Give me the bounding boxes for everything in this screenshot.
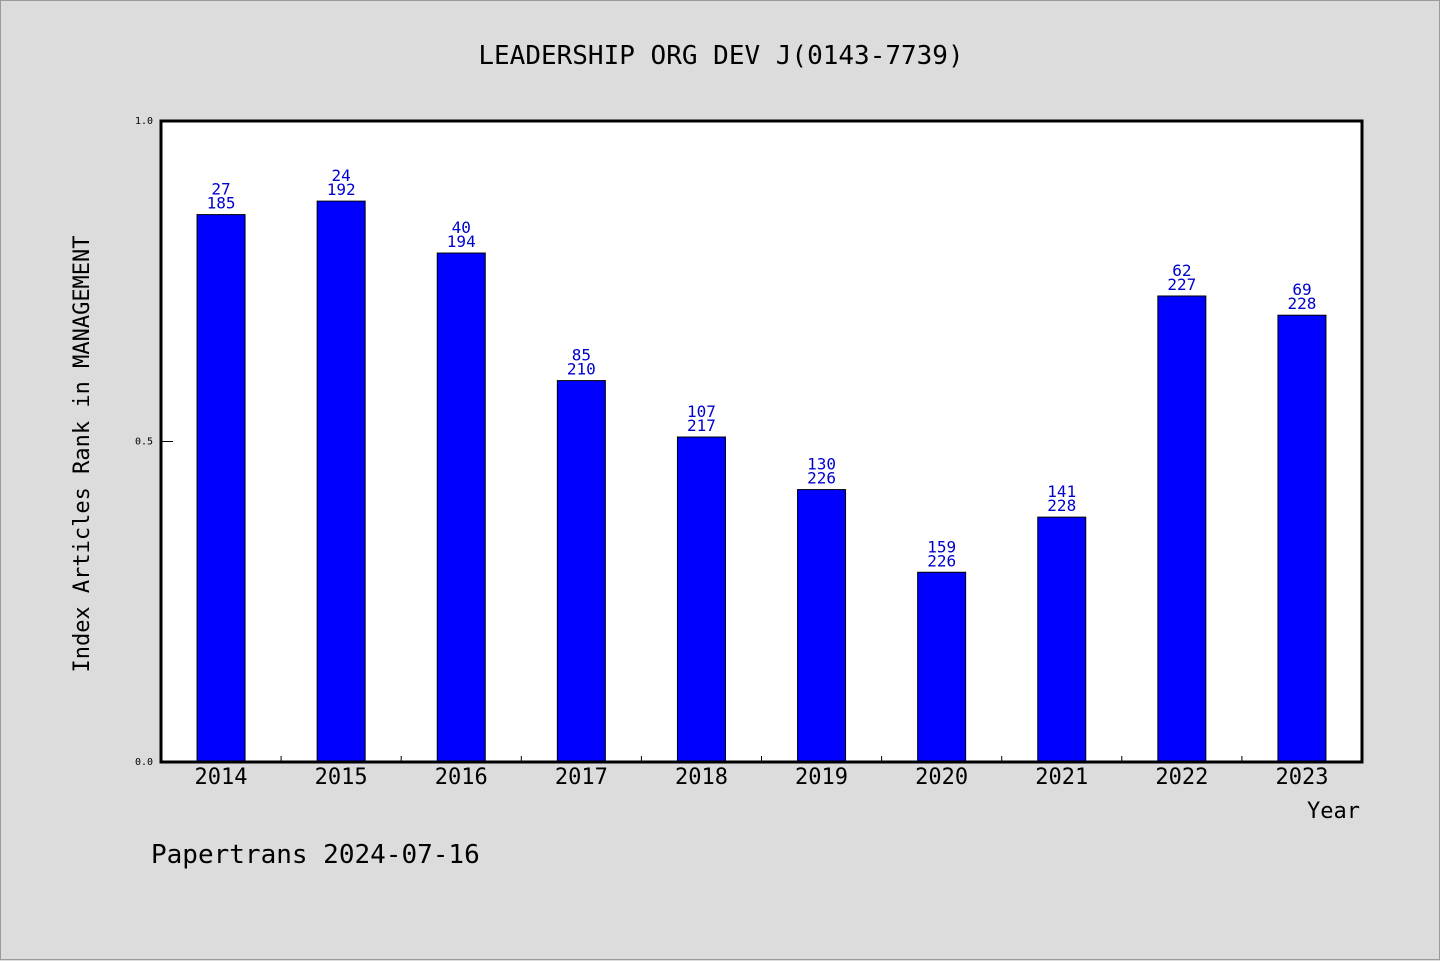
chart-title: LEADERSHIP ORG DEV J(0143-7739) [478, 41, 963, 71]
bars-layer [196, 200, 1327, 763]
total-label-2015: 192 [327, 180, 356, 199]
rank-label-2015: 24 [332, 166, 351, 185]
bar-2016 [436, 252, 486, 763]
total-label-2022: 227 [1167, 275, 1196, 294]
x-tick-label-2019: 2019 [795, 765, 848, 790]
rank-label-2020: 159 [927, 537, 956, 556]
rank-label-2017: 85 [572, 346, 591, 365]
total-label-2018: 217 [687, 416, 716, 435]
x-tick-label-2020: 2020 [915, 765, 968, 790]
x-tick-label-2017: 2017 [555, 765, 608, 790]
bar-2021 [1037, 516, 1087, 763]
rank-label-2018: 107 [687, 402, 716, 421]
y-tick-label-1.0: 1.0 [135, 116, 153, 127]
footer-credit: Papertrans 2024-07-16 [151, 840, 480, 870]
rank-label-2021: 141 [1047, 482, 1076, 501]
total-label-2017: 210 [567, 360, 596, 379]
x-axis-label: Year [1307, 799, 1360, 824]
rank-label-2022: 62 [1172, 261, 1191, 280]
total-label-2014: 185 [207, 194, 236, 213]
x-tick-label-2022: 2022 [1155, 765, 1208, 790]
x-tick-label-2016: 2016 [435, 765, 488, 790]
x-tick-label-2014: 2014 [195, 765, 248, 790]
y-tick-label-0.0: 0.0 [135, 757, 153, 768]
bar-2014 [196, 214, 246, 763]
total-label-2021: 228 [1047, 496, 1076, 515]
x-tick-label-2021: 2021 [1035, 765, 1088, 790]
rank-label-2023: 69 [1292, 280, 1311, 299]
bar-2017 [556, 380, 606, 763]
bar-2015 [316, 200, 366, 763]
bar-2023 [1277, 314, 1327, 763]
x-tick-label-2015: 2015 [315, 765, 368, 790]
bar-2020 [917, 571, 967, 763]
total-label-2023: 228 [1287, 294, 1316, 313]
rank-label-2016: 40 [452, 218, 471, 237]
data-labels-layer: 2718524192401948521010721713022615922614… [207, 166, 1317, 570]
plot-border [159, 119, 1364, 764]
bar-2022 [1157, 295, 1207, 763]
total-label-2016: 194 [447, 232, 476, 251]
bar-2019 [797, 489, 847, 763]
ticks-layer: 2014 2015 2016 2017 2018 2019 2020 2021 2022 2023… [135, 116, 1329, 790]
total-label-2020: 226 [927, 551, 956, 570]
total-label-2019: 226 [807, 469, 836, 488]
x-tick-label-2018: 2018 [675, 765, 728, 790]
y-axis-label: Index Articles Rank in MANAGEMENT [70, 235, 95, 672]
y-tick-label-0.5: 0.5 [135, 437, 153, 448]
bar-2018 [676, 436, 726, 763]
rank-label-2019: 130 [807, 455, 836, 474]
x-tick-label-2023: 2023 [1275, 765, 1328, 790]
rank-label-2014: 27 [211, 180, 230, 199]
